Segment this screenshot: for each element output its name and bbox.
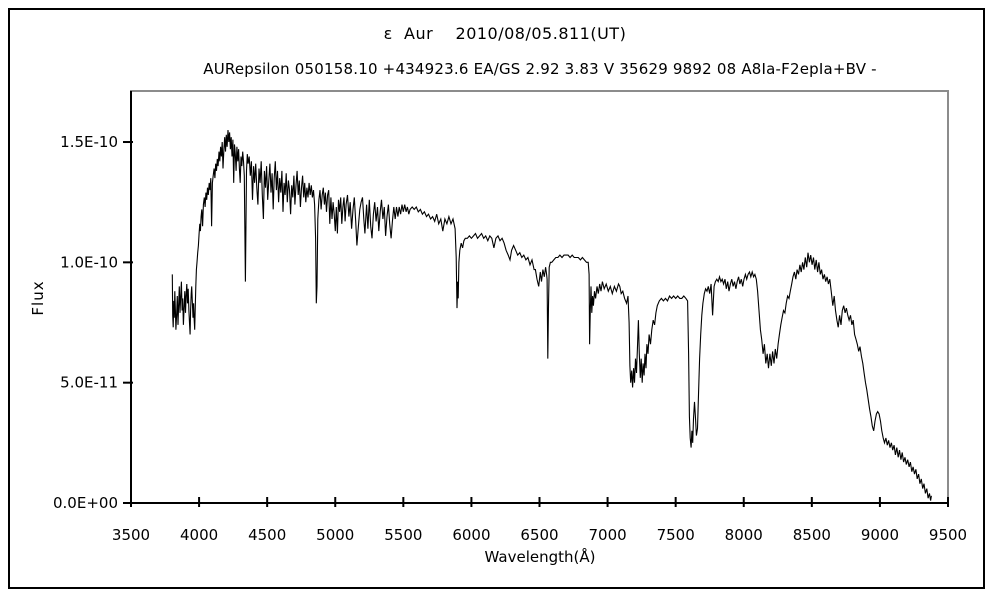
x-tick-label: 8000 <box>725 526 763 544</box>
x-tick-label: 6500 <box>520 526 558 544</box>
x-tick-label: 7000 <box>588 526 626 544</box>
chart-subtitle: AURepsilon 050158.10 +434923.6 EA/GS 2.9… <box>203 60 877 78</box>
chart-title: ε Aur 2010/08/05.811(UT) <box>383 24 627 43</box>
x-tick-label: 5000 <box>316 526 354 544</box>
y-tick-label: 5.0E-11 <box>60 374 118 392</box>
y-tick-label: 0.0E+00 <box>53 494 118 512</box>
x-tick-label: 6000 <box>452 526 490 544</box>
x-tick-label: 9500 <box>929 526 967 544</box>
x-axis-label: Wavelength(Å) <box>484 548 596 566</box>
y-tick-label: 1.0E-10 <box>60 253 118 271</box>
x-tick-label: 3500 <box>112 526 150 544</box>
x-tick-label: 5500 <box>384 526 422 544</box>
x-tick-label: 8500 <box>793 526 831 544</box>
x-tick-label: 9000 <box>861 526 899 544</box>
x-tick-label: 4000 <box>180 526 218 544</box>
spectrum-line <box>171 129 932 501</box>
y-tick-label: 1.5E-10 <box>60 133 118 151</box>
x-tick-label: 7500 <box>657 526 695 544</box>
y-axis-label: Flux <box>29 280 47 316</box>
x-tick-label: 4500 <box>248 526 286 544</box>
outer-border <box>8 8 985 589</box>
